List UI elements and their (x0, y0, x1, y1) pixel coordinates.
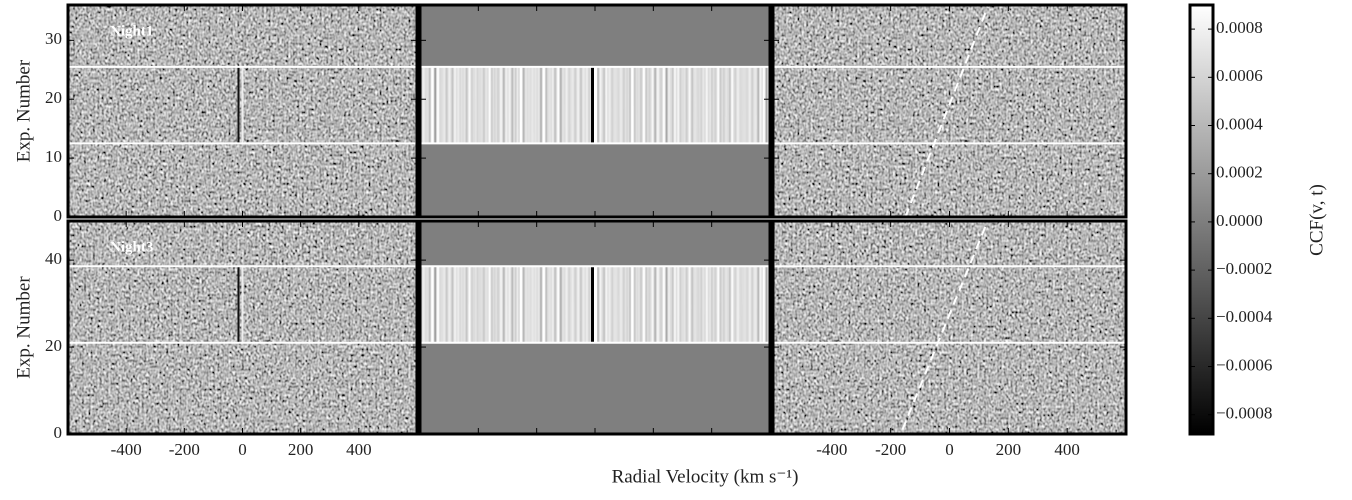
colorbar-tick-label: 0.0004 (1216, 114, 1263, 133)
planet-trail (901, 221, 989, 431)
stellar-residual-bright (594, 66, 597, 144)
colorbar-tick-label: 0.0000 (1216, 211, 1263, 230)
planet-trail (904, 6, 989, 218)
x-tick-label: 0 (238, 440, 247, 459)
ccf-map (773, 221, 1126, 434)
stellar-residual-dark (591, 66, 594, 144)
x-tick-label: -200 (169, 440, 200, 459)
panel-frame (418, 219, 772, 436)
panel-frame (771, 219, 1128, 436)
colorbar-tick-label: −0.0002 (1216, 259, 1272, 278)
colorbar-label: CCF(v, t) (1306, 184, 1327, 256)
stellar-residual-bright (241, 66, 244, 144)
y-tick-label: 0 (54, 423, 63, 442)
ccf-map (773, 5, 1126, 217)
y-tick-label: 40 (45, 249, 62, 268)
colorbar-tick-label: 0.0008 (1216, 18, 1263, 37)
stellar-residual-dark (237, 66, 240, 144)
y-tick-label: 0 (54, 206, 63, 225)
y-tick-label: 20 (45, 88, 62, 107)
colorbar-tick-label: 0.0002 (1216, 163, 1263, 182)
stellar-residual-dark (237, 266, 240, 343)
y-axis-label: Exp. Number (13, 59, 34, 162)
panel-frame (418, 3, 772, 219)
y-tick-label: 10 (45, 147, 62, 166)
colorbar (1188, 3, 1215, 436)
colorbar-tick-label: −0.0004 (1216, 307, 1273, 326)
panel-frame (771, 3, 1128, 219)
colorbar-tick-label: −0.0006 (1216, 355, 1272, 374)
colorbar-tick-label: 0.0006 (1216, 66, 1263, 85)
x-tick-label: 400 (1054, 440, 1080, 459)
panel-frame (66, 3, 419, 219)
night-label: Night3 (110, 239, 153, 255)
x-tick-label: -400 (816, 440, 847, 459)
y-tick-label: 20 (45, 336, 62, 355)
x-tick-label: 200 (288, 440, 314, 459)
x-tick-label: 400 (346, 440, 372, 459)
x-axis-label: Radial Velocity (km s⁻¹) (612, 466, 799, 487)
y-axis-label: Exp. Number (13, 276, 34, 379)
y-tick-label: 30 (45, 29, 62, 48)
colorbar-tick-label: −0.0008 (1216, 404, 1272, 423)
stellar-residual-dark (591, 266, 594, 343)
stellar-residual-bright (594, 266, 597, 343)
night-label: Night1 (110, 23, 153, 39)
x-tick-label: 200 (996, 440, 1022, 459)
x-tick-label: 0 (945, 440, 954, 459)
panel-frame (66, 219, 419, 436)
x-tick-label: -200 (875, 440, 906, 459)
stellar-residual-bright (241, 266, 244, 343)
x-tick-label: -400 (111, 440, 142, 459)
